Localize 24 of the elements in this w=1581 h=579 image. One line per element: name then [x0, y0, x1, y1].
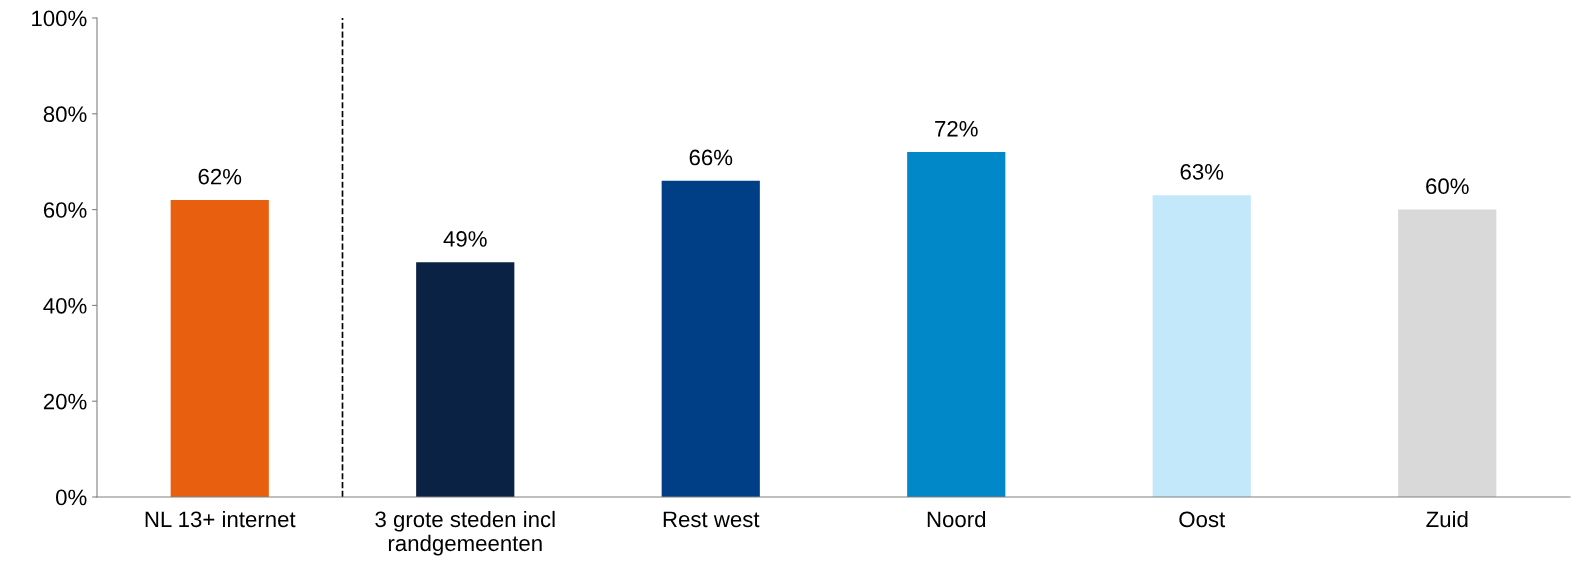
bar — [661, 180, 760, 497]
y-tick-label: 20% — [43, 393, 87, 410]
x-tick-label: Zuid — [1426, 510, 1468, 528]
bar — [1152, 195, 1251, 497]
y-tick-label: 0% — [56, 489, 87, 506]
x-tick-label: Noord — [927, 510, 986, 528]
bar — [170, 200, 269, 497]
y-tick-label: 60% — [43, 202, 87, 218]
y-tick-label: 100% — [32, 10, 87, 27]
data-label: 49% — [443, 231, 487, 247]
bar — [1398, 209, 1497, 497]
x-tick-label: Rest west — [663, 511, 760, 528]
x-tick-label: 3 grote steden incl randgemeenten — [375, 510, 555, 556]
x-tick-label: Oost — [1179, 511, 1226, 528]
bar — [907, 152, 1006, 497]
data-label: 72% — [935, 120, 978, 137]
data-label: 63% — [1180, 163, 1224, 180]
data-label: 62% — [198, 168, 242, 185]
y-tick-label: 80% — [43, 106, 87, 123]
data-label: 66% — [689, 149, 733, 166]
x-tick-label: NL 13+ internet — [145, 510, 296, 528]
data-label: 60% — [1426, 178, 1469, 195]
y-tick-label: 40% — [43, 297, 87, 314]
bar — [416, 262, 515, 497]
